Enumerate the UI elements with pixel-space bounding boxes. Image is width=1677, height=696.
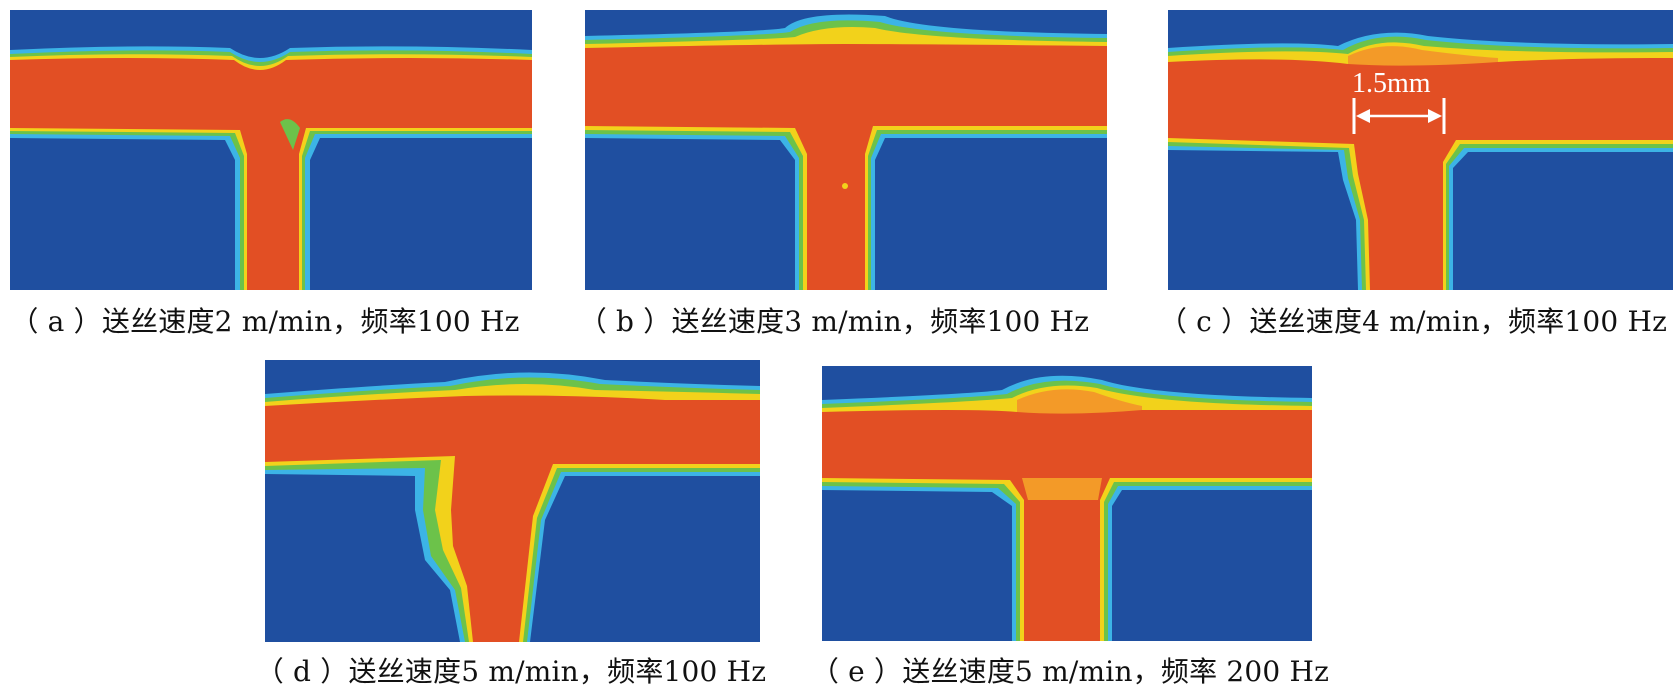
temperature-field-image-a [10, 10, 532, 290]
panel-b [585, 10, 1107, 290]
caption-c: （ c ）送丝速度4 m/min，频率100 Hz [1158, 305, 1668, 338]
caption-e: （ e ）送丝速度5 m/min，频率 200 Hz [810, 655, 1330, 688]
caption-b: （ b ）送丝速度3 m/min，频率100 Hz [578, 305, 1090, 338]
dimension-arrow-left-head [1356, 109, 1370, 123]
dimension-label: 1.5mm [1352, 68, 1431, 99]
temperature-field-image-c: 1.5mm [1168, 10, 1673, 290]
panel-e [822, 366, 1312, 641]
panel-d [265, 360, 760, 642]
temperature-field-image-d [265, 360, 760, 642]
temperature-field-image-b [585, 10, 1107, 290]
temperature-field-image-e [822, 366, 1312, 641]
caption-a: （ a ）送丝速度2 m/min，频率100 Hz [10, 305, 520, 338]
dimension-arrow-right-head [1428, 109, 1442, 123]
panel-a [10, 10, 532, 290]
panel-c: 1.5mm [1168, 10, 1673, 290]
caption-d: （ d ）送丝速度5 m/min，频率100 Hz [255, 655, 767, 688]
